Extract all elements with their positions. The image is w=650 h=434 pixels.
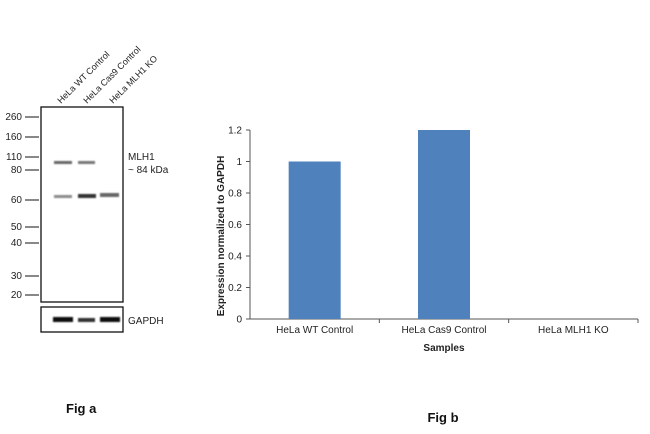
marker-160: 160: [5, 132, 22, 143]
y-tick-label: 0: [236, 315, 242, 326]
marker-50: 50: [11, 222, 23, 233]
band-gapdh-cas9: [78, 318, 95, 322]
band-mlh1-wt: [54, 161, 72, 164]
marker-40: 40: [11, 238, 23, 249]
y-tick-label: 0.8: [228, 189, 242, 200]
bar-1: [418, 130, 470, 319]
gapdh-bands: [53, 317, 120, 322]
marker-80: 80: [11, 165, 23, 176]
y-axis-title: Expression normalized to GAPDH: [216, 156, 227, 317]
bar-0: [288, 161, 341, 319]
y-tick-label: 1.2: [228, 126, 242, 137]
lane-label-ko: HeLa MLH1 KO: [107, 53, 159, 105]
western-blot-panel: HeLa WT Control HeLa Cas9 Control HeLa M…: [5, 44, 168, 416]
loading-control-label: GAPDH: [128, 316, 164, 327]
y-tick-label: 1: [236, 157, 242, 168]
bar-chart-panel: 0 0.2 0.4 0.6 0.8 1 1.2 HeLa WT Control HeLa Ca…: [216, 126, 639, 425]
marker-20: 20: [11, 290, 23, 301]
band-mlh1-cas9: [78, 161, 95, 164]
category-label: HeLa MLH1 KO: [538, 325, 609, 336]
category-label: HeLa Cas9 Control: [401, 325, 486, 336]
band-nonspecific-ko: [100, 193, 119, 197]
target-size-label: ~ 84 kDa: [128, 165, 169, 176]
y-tick-label: 0.2: [228, 283, 242, 294]
x-axis-categories: HeLa WT Control HeLa Cas9 Control HeLa MLH…: [276, 319, 639, 336]
blot-membrane: [40, 106, 124, 303]
marker-60: 60: [11, 195, 23, 206]
chart-bars: [288, 130, 470, 319]
x-axis-title: Samples: [423, 343, 465, 354]
marker-30: 30: [11, 271, 23, 282]
band-gapdh-ko: [100, 317, 120, 322]
y-tick-label: 0.6: [228, 220, 242, 231]
marker-260: 260: [5, 112, 22, 123]
marker-ladder: 260 160 110 80 60 50 40 30 20: [5, 112, 39, 301]
band-gapdh-wt: [53, 317, 73, 322]
marker-110: 110: [6, 152, 22, 163]
category-label: HeLa WT Control: [276, 325, 353, 336]
band-nonspecific-wt: [54, 195, 72, 198]
blot-bands: [54, 161, 119, 198]
fig-a-caption: Fig a: [66, 401, 97, 416]
fig-b-caption: Fig b: [427, 410, 458, 425]
y-axis-ticks: 0 0.2 0.4 0.6 0.8 1 1.2: [228, 126, 250, 326]
target-protein-label: MLH1: [128, 152, 155, 163]
band-nonspecific-cas9: [78, 194, 96, 198]
y-tick-label: 0.4: [228, 252, 242, 263]
